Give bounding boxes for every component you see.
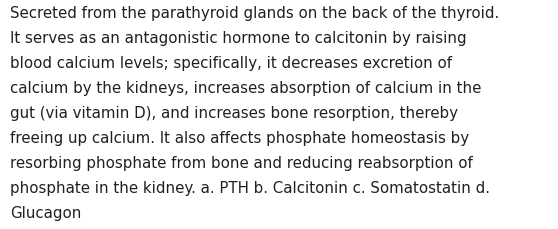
Text: phosphate in the kidney. a. PTH b. Calcitonin c. Somatostatin d.: phosphate in the kidney. a. PTH b. Calci… (10, 180, 490, 195)
Text: gut (via vitamin D), and increases bone resorption, thereby: gut (via vitamin D), and increases bone … (10, 106, 458, 120)
Text: blood calcium levels; specifically, it decreases excretion of: blood calcium levels; specifically, it d… (10, 56, 452, 71)
Text: resorbing phosphate from bone and reducing reabsorption of: resorbing phosphate from bone and reduci… (10, 155, 473, 170)
Text: calcium by the kidneys, increases absorption of calcium in the: calcium by the kidneys, increases absorp… (10, 81, 482, 95)
Text: Secreted from the parathyroid glands on the back of the thyroid.: Secreted from the parathyroid glands on … (10, 6, 499, 21)
Text: Glucagon: Glucagon (10, 205, 81, 220)
Text: It serves as an antagonistic hormone to calcitonin by raising: It serves as an antagonistic hormone to … (10, 31, 466, 46)
Text: freeing up calcium. It also affects phosphate homeostasis by: freeing up calcium. It also affects phos… (10, 131, 469, 145)
